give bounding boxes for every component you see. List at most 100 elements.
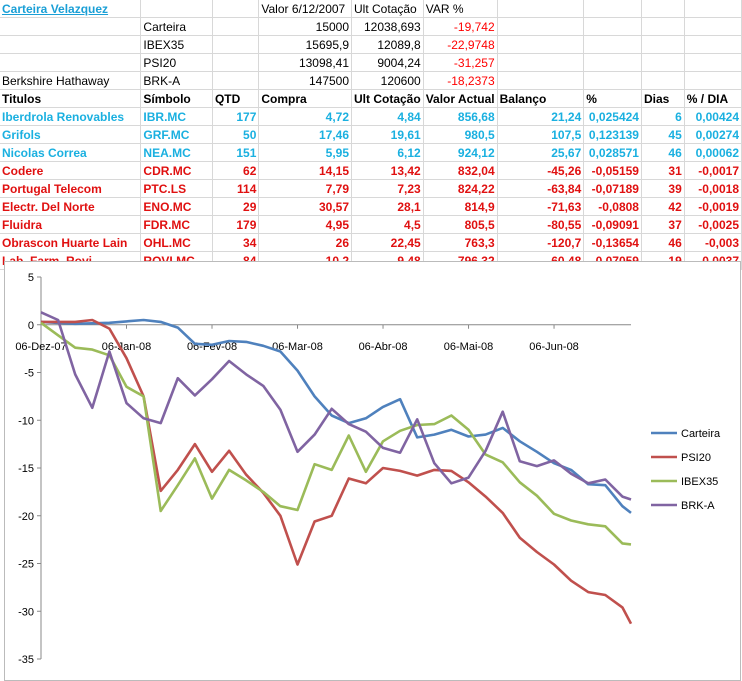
cell-valor[interactable]: 814,9 (423, 197, 498, 216)
cell-simbolo[interactable]: PTC.LS (140, 179, 213, 198)
summary-ult[interactable]: 9004,24 (351, 53, 424, 72)
summary-valor[interactable]: 13098,41 (258, 53, 353, 72)
column-header[interactable]: Valor Actual (423, 89, 498, 108)
summary-label[interactable]: BRK-A (140, 71, 213, 90)
cell-pctdia[interactable]: 0,00274 (684, 125, 742, 144)
cell-valor[interactable]: 805,5 (423, 215, 498, 234)
cell-balanco[interactable]: -45,26 (497, 161, 585, 180)
cell-dias[interactable]: 31 (641, 161, 685, 180)
column-header[interactable]: QTD (212, 89, 260, 108)
cell-compra[interactable]: 14,15 (258, 161, 353, 180)
cell-balanco[interactable]: -80,55 (497, 215, 585, 234)
summary-name[interactable]: Berkshire Hathaway (0, 71, 142, 90)
cell-balanco[interactable]: -71,63 (497, 197, 585, 216)
summary-valor[interactable]: 15695,9 (258, 35, 353, 54)
summary-valor[interactable]: 147500 (258, 71, 353, 90)
cell-qtd[interactable]: 62 (212, 161, 260, 180)
cell-ult[interactable]: 22,45 (351, 233, 424, 252)
cell-valor[interactable]: 832,04 (423, 161, 498, 180)
cell-compra[interactable]: 4,72 (258, 107, 353, 126)
cell-dias[interactable]: 46 (641, 233, 685, 252)
cell-simbolo[interactable]: ENO.MC (140, 197, 213, 216)
cell-pctdia[interactable]: -0,0017 (684, 161, 742, 180)
cell-qtd[interactable]: 114 (212, 179, 260, 198)
cell-balanco[interactable]: 21,24 (497, 107, 585, 126)
summary-label[interactable]: PSI20 (140, 53, 213, 72)
cell-titulo[interactable]: Electr. Del Norte (0, 197, 142, 216)
summary-name[interactable] (0, 35, 142, 54)
cell-pct[interactable]: -0,0808 (583, 197, 642, 216)
cell-dias[interactable]: 6 (641, 107, 685, 126)
cell-ult[interactable]: 19,61 (351, 125, 424, 144)
cell-valor[interactable]: 980,5 (423, 125, 498, 144)
cell-ult[interactable]: 4,84 (351, 107, 424, 126)
cell-compra[interactable]: 17,46 (258, 125, 353, 144)
cell-valor[interactable]: 924,12 (423, 143, 498, 162)
cell-balanco[interactable]: -63,84 (497, 179, 585, 198)
cell-dias[interactable]: 42 (641, 197, 685, 216)
cell-pctdia[interactable]: -0,0018 (684, 179, 742, 198)
cell-dias[interactable]: 37 (641, 215, 685, 234)
summary-header-var[interactable]: VAR % (423, 0, 498, 18)
summary-name[interactable] (0, 17, 142, 36)
cell-balanco[interactable]: 107,5 (497, 125, 585, 144)
cell-qtd[interactable]: 177 (212, 107, 260, 126)
cell-titulo[interactable]: Portugal Telecom (0, 179, 142, 198)
column-header[interactable]: % (583, 89, 642, 108)
sheet-title[interactable]: Carteira Velazquez (2, 1, 109, 16)
summary-var[interactable]: -18,2373 (423, 71, 498, 90)
summary-var[interactable]: -22,9748 (423, 35, 498, 54)
summary-header-ult[interactable]: Ult Cotação (351, 0, 424, 18)
cell-simbolo[interactable]: GRF.MC (140, 125, 213, 144)
cell-ult[interactable]: 7,23 (351, 179, 424, 198)
column-header[interactable]: % / DIA (684, 89, 742, 108)
cell-titulo[interactable]: Iberdrola Renovables (0, 107, 142, 126)
summary-header-valor[interactable]: Valor 6/12/2007 (258, 0, 353, 18)
cell-pctdia[interactable]: 0,00424 (684, 107, 742, 126)
cell-simbolo[interactable]: OHL.MC (140, 233, 213, 252)
column-header[interactable]: Símbolo (140, 89, 213, 108)
cell-balanco[interactable]: 25,67 (497, 143, 585, 162)
cell-pctdia[interactable]: -0,0025 (684, 215, 742, 234)
cell-pct[interactable]: 0,025424 (583, 107, 642, 126)
cell-compra[interactable]: 4,95 (258, 215, 353, 234)
cell-compra[interactable]: 5,95 (258, 143, 353, 162)
summary-ult[interactable]: 120600 (351, 71, 424, 90)
summary-var[interactable]: -19,742 (423, 17, 498, 36)
cell-valor[interactable]: 824,22 (423, 179, 498, 198)
summary-ult[interactable]: 12089,8 (351, 35, 424, 54)
cell-qtd[interactable]: 50 (212, 125, 260, 144)
cell-pct[interactable]: -0,07189 (583, 179, 642, 198)
summary-ult[interactable]: 12038,693 (351, 17, 424, 36)
cell-titulo[interactable]: Grifols (0, 125, 142, 144)
cell-dias[interactable]: 46 (641, 143, 685, 162)
cell-valor[interactable]: 763,3 (423, 233, 498, 252)
cell-pct[interactable]: 0,028571 (583, 143, 642, 162)
chart-frame[interactable]: 5 0 -5 -10 -15 -20 -25 -30 -35 06-Dez-07 06-Jan-08… (4, 261, 741, 681)
cell-titulo[interactable]: Fluidra (0, 215, 142, 234)
summary-name[interactable] (0, 53, 142, 72)
cell-qtd[interactable]: 34 (212, 233, 260, 252)
cell-valor[interactable]: 856,68 (423, 107, 498, 126)
summary-label[interactable]: IBEX35 (140, 35, 213, 54)
cell-pctdia[interactable]: -0,003 (684, 233, 742, 252)
column-header[interactable]: Balanço (497, 89, 585, 108)
cell-simbolo[interactable]: IBR.MC (140, 107, 213, 126)
cell-titulo[interactable]: Obrascon Huarte Lain (0, 233, 142, 252)
cell-dias[interactable]: 45 (641, 125, 685, 144)
cell-pct[interactable]: -0,05159 (583, 161, 642, 180)
summary-var[interactable]: -31,257 (423, 53, 498, 72)
cell-qtd[interactable]: 29 (212, 197, 260, 216)
cell-pctdia[interactable]: 0,00062 (684, 143, 742, 162)
cell-qtd[interactable]: 179 (212, 215, 260, 234)
cell-ult[interactable]: 6,12 (351, 143, 424, 162)
cell-compra[interactable]: 30,57 (258, 197, 353, 216)
cell-qtd[interactable]: 151 (212, 143, 260, 162)
summary-label[interactable]: Carteira (140, 17, 213, 36)
cell-balanco[interactable]: -120,7 (497, 233, 585, 252)
cell-simbolo[interactable]: CDR.MC (140, 161, 213, 180)
cell-simbolo[interactable]: NEA.MC (140, 143, 213, 162)
column-header[interactable]: Compra (258, 89, 353, 108)
summary-valor[interactable]: 15000 (258, 17, 353, 36)
cell-simbolo[interactable]: FDR.MC (140, 215, 213, 234)
